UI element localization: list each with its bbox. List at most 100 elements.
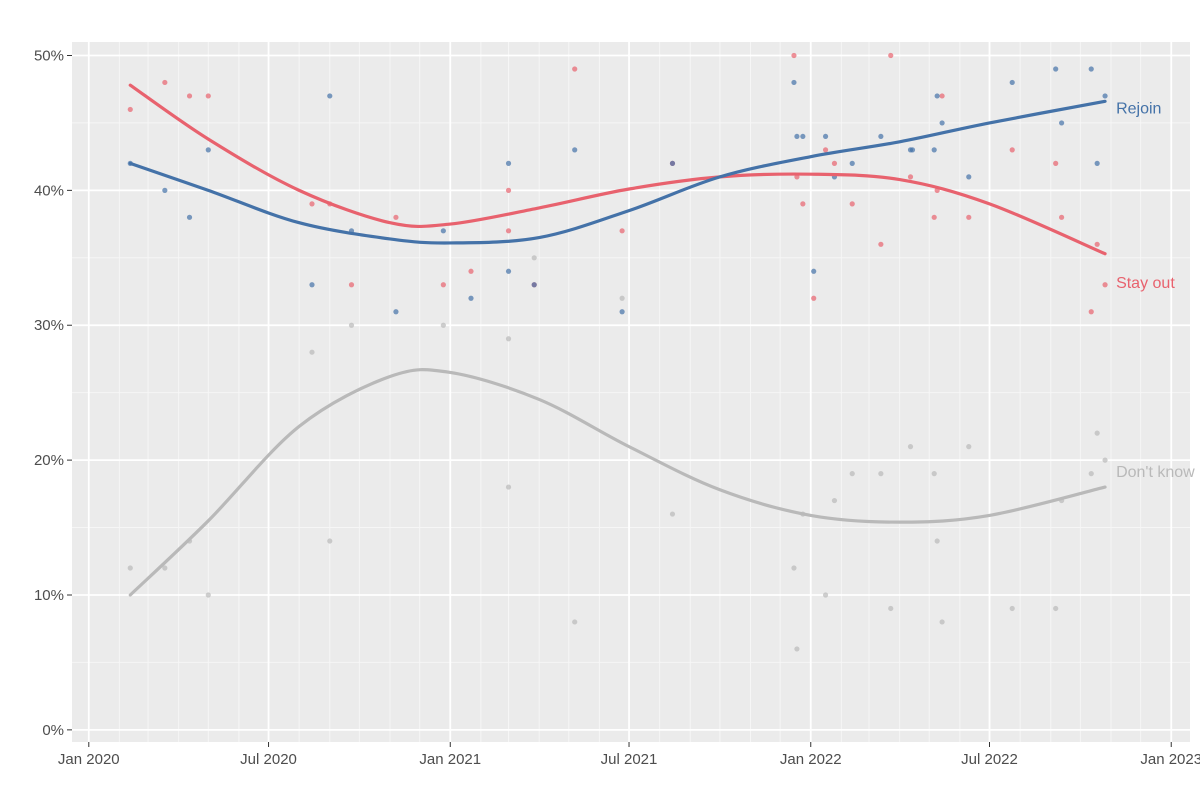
rejoin-point: [531, 282, 537, 288]
stay-out-point: [878, 241, 884, 247]
rejoin-point: [309, 282, 315, 288]
rejoin-point: [849, 160, 855, 166]
stay-out-point: [619, 228, 625, 234]
rejoin-point: [1088, 66, 1094, 72]
stay-out-point: [849, 201, 855, 207]
rejoin-point: [468, 295, 474, 301]
y-tick-label: 10%: [34, 587, 64, 604]
rejoin-point: [572, 147, 578, 153]
y-tick-label: 20%: [34, 452, 64, 469]
stay-out-point: [966, 214, 972, 220]
don-t-know-point: [1094, 430, 1100, 436]
axes: Jan 2020 Jul 2020 Jan 2021 Jul 2021 Jan 2022…: [34, 47, 1200, 768]
rejoin-trend-line: [128, 99, 1107, 245]
don-t-know-point: [127, 565, 133, 571]
don-t-know-point: [1053, 605, 1059, 612]
rejoin-point: [186, 214, 193, 220]
stay-out-series-label: Stay out: [1116, 275, 1175, 292]
don-t-know-point: [934, 538, 940, 544]
rejoin-point: [878, 133, 884, 140]
stay-out-point: [831, 160, 838, 166]
stay-out-point: [468, 268, 474, 274]
y-tick-label: 50%: [34, 47, 64, 64]
don-t-know-point: [162, 565, 168, 571]
don-t-know-point: [907, 444, 914, 450]
y-tick-label: 40%: [34, 182, 64, 199]
rejoin-point: [205, 147, 211, 153]
rejoin-point: [619, 309, 625, 315]
stay-out-point: [1059, 214, 1065, 220]
don-t-know-point: [831, 497, 838, 504]
rejoin-point: [791, 79, 797, 86]
stay-out-point: [393, 214, 399, 220]
rejoin-point: [939, 120, 945, 126]
don-t-know-point: [505, 336, 512, 342]
don-t-know-point: [505, 484, 512, 490]
stay-out-point: [822, 147, 829, 153]
y-tick-label: 30%: [34, 317, 64, 334]
stay-out-point: [205, 93, 211, 99]
x-tick-label: Jan 2022: [780, 751, 842, 768]
don-t-know-point: [619, 295, 625, 301]
rejoin-point: [1094, 160, 1100, 166]
stay-out-point: [348, 282, 355, 288]
rejoin-point: [1059, 120, 1065, 126]
rejoin-point: [327, 93, 333, 99]
stay-out-point: [939, 93, 945, 99]
stay-out-point: [505, 228, 512, 234]
rejoin-point: [1009, 79, 1015, 86]
don-t-know-point: [669, 511, 676, 517]
x-tick-label: Jul 2022: [961, 751, 1018, 768]
rejoin-point: [162, 187, 168, 193]
y-tick-label: 0%: [42, 722, 64, 739]
series-labels: Rejoin Stay out Don't know: [1116, 100, 1195, 481]
stay-out-point: [811, 295, 817, 301]
x-tick-label: Jul 2021: [601, 751, 658, 768]
don-t-know-point: [309, 349, 315, 355]
rejoin-point: [505, 268, 512, 274]
don-t-know-point: [791, 565, 797, 571]
x-tick-label: Jan 2023: [1140, 751, 1200, 768]
rejoin-point: [822, 133, 829, 140]
stay-out-point: [162, 79, 168, 86]
rejoin-point: [505, 160, 512, 166]
don-t-know-series-label: Don't know: [1116, 464, 1195, 481]
don-t-know-point: [205, 592, 211, 598]
stay-out-point: [440, 282, 446, 288]
don-t-know-point: [966, 444, 972, 450]
rejoin-point: [669, 160, 676, 166]
don-t-know-point: [878, 470, 884, 477]
don-t-know-point: [348, 322, 355, 328]
rejoin-point: [811, 268, 817, 274]
stay-out-point: [505, 187, 512, 193]
don-t-know-point: [822, 592, 829, 598]
stay-out-point: [791, 52, 797, 59]
rejoin-point: [440, 228, 446, 234]
stay-out-point: [309, 201, 315, 207]
don-t-know-point: [531, 255, 537, 261]
rejoin-series-label: Rejoin: [1116, 100, 1161, 117]
x-tick-label: Jan 2021: [419, 751, 481, 768]
don-t-know-point: [939, 619, 945, 625]
stay-out-point: [1102, 282, 1108, 288]
rejoin-point: [1102, 93, 1108, 99]
x-tick-label: Jul 2020: [240, 751, 297, 768]
rejoin-point: [934, 93, 940, 99]
x-tick-label: Jan 2020: [58, 751, 120, 768]
trend-lines: [128, 83, 1107, 597]
don-t-know-point: [572, 619, 578, 625]
don-t-know-point: [931, 470, 937, 477]
rejoin-point: [966, 174, 972, 180]
plot-panel: [72, 42, 1190, 742]
don-t-know-point: [794, 646, 800, 652]
don-t-know-point: [888, 605, 894, 612]
rejoin-point: [393, 309, 399, 315]
rejoin-point: [931, 147, 937, 153]
rejoin-point: [1053, 66, 1059, 72]
stay-out-point: [1088, 309, 1094, 315]
don-t-know-point: [1009, 605, 1015, 612]
don-t-know-trend-line: [128, 368, 1107, 597]
stay-out-point: [1009, 147, 1015, 153]
don-t-know-point: [440, 322, 446, 328]
